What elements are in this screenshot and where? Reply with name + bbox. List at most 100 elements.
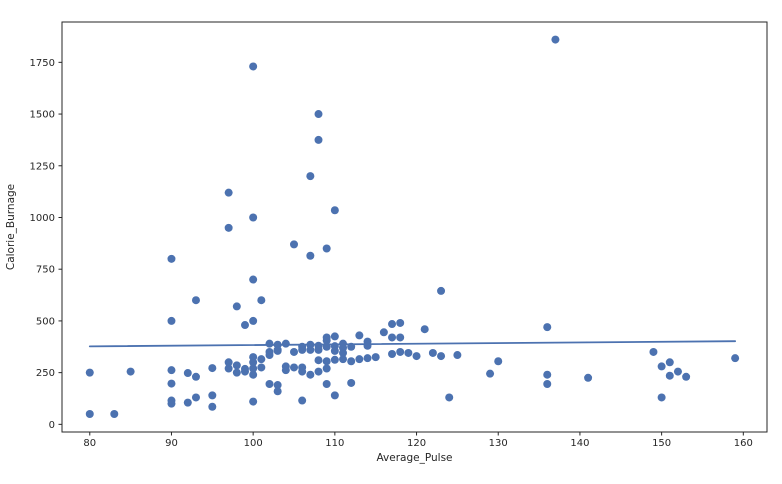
scatter-point	[208, 402, 217, 411]
scatter-point	[232, 368, 241, 377]
scatter-point	[85, 410, 94, 419]
scatter-point	[347, 342, 356, 351]
y-tick-label: 1500	[30, 110, 55, 121]
scatter-point	[298, 396, 307, 405]
x-tick-label: 150	[652, 438, 671, 449]
y-tick-label: 1000	[30, 213, 55, 224]
scatter-point	[355, 355, 364, 364]
scatter-point	[191, 393, 200, 402]
scatter-point	[240, 321, 249, 330]
x-tick-label: 110	[325, 438, 344, 449]
scatter-point	[249, 275, 258, 284]
scatter-point	[281, 366, 290, 375]
scatter-point	[290, 240, 299, 249]
scatter-point	[306, 370, 315, 379]
scatter-point	[322, 336, 331, 345]
scatter-point	[339, 355, 348, 364]
scatter-point	[183, 398, 192, 407]
scatter-point	[224, 188, 233, 197]
scatter-point	[437, 286, 446, 295]
scatter-point	[314, 135, 323, 144]
scatter-point	[347, 378, 356, 387]
scatter-point	[249, 213, 258, 222]
scatter-point	[167, 316, 176, 325]
y-tick-label: 1250	[30, 161, 55, 172]
scatter-point	[224, 223, 233, 232]
scatter-point	[396, 318, 405, 327]
scatter-point	[404, 348, 413, 357]
scatter-point	[665, 371, 674, 380]
scatter-point	[257, 296, 266, 305]
scatter-point	[363, 354, 372, 363]
scatter-point	[306, 251, 315, 260]
scatter-point	[396, 333, 405, 342]
y-tick-label: 1750	[30, 58, 55, 69]
scatter-point	[183, 369, 192, 378]
scatter-point	[249, 62, 258, 71]
scatter-point	[657, 393, 666, 402]
scatter-point	[494, 357, 503, 366]
scatter-point	[584, 373, 593, 382]
x-tick-label: 160	[734, 438, 753, 449]
scatter-point	[249, 397, 258, 406]
scatter-point	[298, 345, 307, 354]
scatter-point	[649, 347, 658, 356]
scatter-point	[363, 341, 372, 350]
scatter-point	[257, 355, 266, 364]
scatter-point	[412, 352, 421, 361]
scatter-point	[322, 380, 331, 389]
scatter-point	[314, 356, 323, 365]
scatter-point	[388, 333, 397, 342]
scatter-point	[298, 367, 307, 376]
scatter-point	[257, 363, 266, 372]
scatter-point	[420, 325, 429, 334]
x-tick-label: 80	[83, 438, 96, 449]
scatter-point	[249, 364, 258, 373]
scatter-point	[314, 110, 323, 119]
scatter-point	[249, 370, 258, 379]
scatter-point	[224, 358, 233, 367]
scatter-point	[339, 348, 348, 357]
y-tick-label: 250	[36, 368, 55, 379]
scatter-point	[240, 367, 249, 376]
scatter-point	[330, 355, 339, 364]
scatter-point	[428, 348, 437, 357]
scatter-point	[682, 372, 691, 381]
scatter-point	[191, 296, 200, 305]
scatter-point	[322, 357, 331, 366]
scatter-point	[265, 380, 274, 389]
scatter-point	[543, 380, 552, 389]
scatter-point	[347, 357, 356, 366]
scatter-point	[657, 362, 666, 371]
scatter-point	[453, 351, 462, 360]
scatter-point	[224, 364, 233, 373]
scatter-point	[486, 369, 495, 378]
scatter-point	[306, 172, 315, 181]
x-tick-label: 130	[489, 438, 508, 449]
scatter-point	[322, 364, 331, 373]
scatter-point	[167, 366, 176, 375]
scatter-point	[388, 320, 397, 329]
scatter-point	[330, 346, 339, 355]
regression-line	[88, 340, 737, 348]
scatter-point	[265, 339, 274, 348]
scatter-point	[322, 342, 331, 351]
scatter-point	[396, 347, 405, 356]
x-tick-label: 90	[165, 438, 178, 449]
scatter-point	[281, 339, 290, 348]
scatter-point	[290, 363, 299, 372]
scatter-point	[551, 35, 560, 44]
scatter-point	[126, 367, 135, 376]
scatter-point	[265, 351, 274, 360]
scatter-point	[208, 391, 217, 400]
scatter-point	[371, 353, 380, 362]
scatter-point	[167, 399, 176, 408]
scatter-point	[330, 332, 339, 341]
scatter-point	[85, 368, 94, 377]
scatter-point	[273, 387, 282, 396]
scatter-point	[322, 244, 331, 253]
scatter-point	[290, 347, 299, 356]
scatter-point	[306, 345, 315, 354]
scatter-point	[232, 302, 241, 311]
